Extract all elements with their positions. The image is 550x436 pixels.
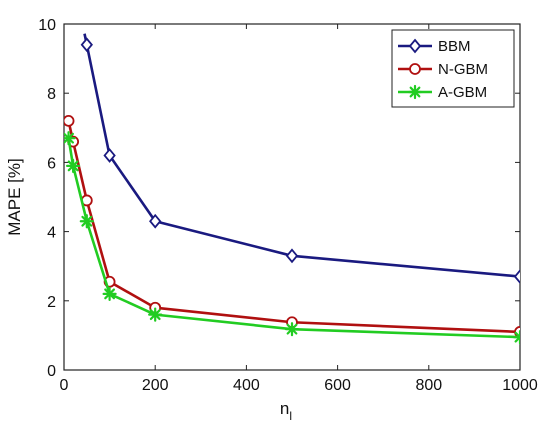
data-point-bbm [149,213,162,229]
legend-marker [407,84,423,100]
legend-marker [408,38,422,54]
x-tick-label: 0 [60,377,69,394]
data-point-a-gbm [64,131,76,146]
legend-label: A-GBM [438,84,487,101]
y-tick-label: 8 [47,86,56,103]
series-layer [64,33,520,345]
data-point-a-gbm [66,158,81,173]
legend-marker [409,63,421,75]
series-bbm [80,33,520,284]
data-point-bbm [285,248,299,264]
legend-item-a-gbm: A-GBM [398,84,487,101]
axis-ticks: 0 200 400 600 800 1000 0 2 4 6 8 10 [38,17,538,394]
data-point-a-gbm [148,307,163,322]
y-axis-label: MAPE [%] [5,158,24,235]
data-point-n-gbm [64,114,75,127]
legend-label: BBM [438,38,471,55]
x-tick-label: 1000 [502,377,538,394]
x-axis-label: nl [280,399,292,423]
data-point-bbm [513,269,520,284]
x-tick-label: 600 [324,377,351,394]
x-tick-label: 200 [142,377,169,394]
y-tick-label: 10 [38,17,56,34]
x-tick-label: 800 [415,377,442,394]
data-point-bbm [103,148,116,163]
legend: BBM N-GBM A-GBM [391,29,515,108]
data-point-a-gbm [79,214,94,229]
data-point-bbm [80,37,93,53]
y-tick-label: 4 [47,225,56,242]
data-point-a-gbm [512,330,520,345]
series-a-gbm [64,131,520,345]
legend-item-bbm: BBM [398,38,471,55]
data-point-a-gbm [284,322,300,337]
y-tick-label: 6 [47,155,56,172]
legend-label: N-GBM [438,61,488,78]
x-axis-label-subscript: l [289,409,292,423]
x-axis-label-main: n [280,399,289,418]
legend-item-n-gbm: N-GBM [398,61,488,78]
x-tick-label: 400 [233,377,260,394]
data-point-a-gbm [102,286,117,301]
y-tick-label: 2 [47,294,56,311]
y-tick-label: 0 [47,363,56,380]
